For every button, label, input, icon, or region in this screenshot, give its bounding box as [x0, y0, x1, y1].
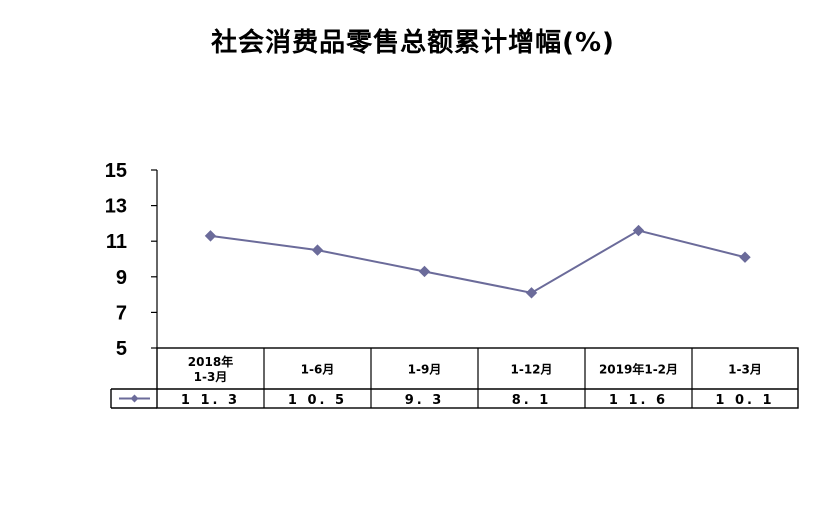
data-value-label: 9. 3 [405, 393, 445, 408]
category-label: 1-6月 [301, 363, 335, 377]
legend-marker [130, 394, 139, 403]
data-value-label: 1 0. 5 [288, 393, 347, 408]
y-tick-label: 9 [116, 267, 127, 289]
category-label: 1-3月 [194, 370, 228, 384]
category-label: 1-12月 [510, 363, 552, 377]
y-axis: 5 7 9 11 13 15 [105, 160, 158, 360]
y-tick-label: 15 [105, 160, 127, 182]
data-point-marker [418, 265, 431, 278]
data-point-marker [632, 224, 645, 237]
category-label: 1-3月 [728, 363, 762, 377]
chart-title: 社会消费品零售总额累计增幅(%) [211, 28, 615, 58]
data-point-marker [204, 230, 217, 242]
data-point-marker [525, 287, 538, 299]
data-value-label: 8. 1 [512, 393, 552, 408]
data-value-label: 1 1. 3 [181, 393, 240, 408]
y-tick-label: 7 [116, 302, 127, 324]
y-tick-label: 11 [106, 231, 127, 253]
data-point-marker [311, 244, 324, 256]
y-tick-label: 13 [105, 196, 127, 218]
data-point-marker [739, 251, 751, 263]
category-label: 2018年 [188, 354, 233, 369]
data-value-label: 1 0. 1 [715, 393, 774, 408]
line-series [204, 224, 751, 299]
data-value-label: 1 1. 6 [609, 393, 668, 408]
y-tick-label: 5 [116, 338, 127, 360]
category-label: 2019年1-2月 [599, 362, 678, 377]
category-label: 1-9月 [408, 363, 442, 377]
series-line [210, 229, 746, 294]
